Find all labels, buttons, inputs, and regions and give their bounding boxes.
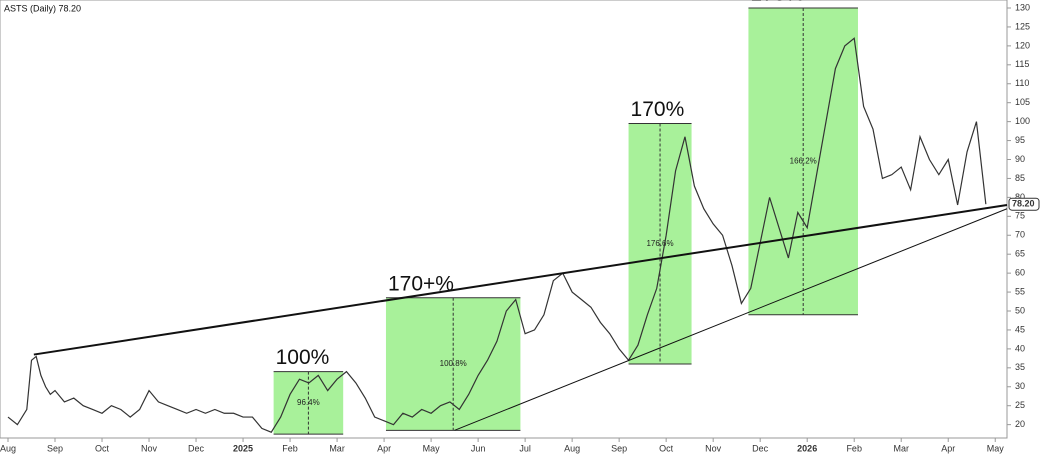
- y-tick-label: 95: [1015, 135, 1025, 145]
- x-tick-label: Aug: [564, 443, 580, 453]
- y-tick-label: 50: [1015, 305, 1025, 315]
- y-tick-label: 70: [1015, 230, 1025, 240]
- x-tick-label: May: [987, 443, 1005, 453]
- box-inner: 100.8%: [440, 359, 467, 368]
- y-tick-label: 65: [1015, 249, 1025, 259]
- y-tick-label: 80: [1015, 192, 1025, 202]
- x-tick-label: Feb: [282, 443, 298, 453]
- x-tick-label: Dec: [188, 443, 205, 453]
- y-tick-label: 55: [1015, 286, 1025, 296]
- trendline: [454, 208, 1008, 431]
- x-tick-label: Nov: [141, 443, 158, 453]
- x-tick-label: Jun: [471, 443, 486, 453]
- x-tick-label: Apr: [377, 443, 391, 453]
- x-tick-label: May: [423, 443, 441, 453]
- box-inner: 166.2%: [790, 157, 817, 166]
- y-tick-label: 105: [1015, 97, 1030, 107]
- x-tick-label: Mar: [329, 443, 345, 453]
- last-price-box: [1008, 197, 1040, 211]
- y-tick-label: 115: [1015, 59, 1029, 69]
- y-tick-label: 85: [1015, 173, 1025, 183]
- x-tick-label: 2026: [797, 443, 817, 453]
- y-tick-label: 30: [1015, 381, 1025, 391]
- y-tick-label: 60: [1015, 268, 1025, 278]
- x-tick-label: Feb: [846, 443, 862, 453]
- box-label: 170%: [750, 0, 804, 6]
- chart-title: ASTS (Daily) 78.20: [4, 3, 81, 13]
- box-label: 100%: [276, 346, 330, 369]
- y-tick-label: 110: [1015, 78, 1029, 88]
- y-tick-label: 90: [1015, 154, 1025, 164]
- last-price-label: 78.20: [1012, 199, 1035, 209]
- x-tick-label: Aug: [0, 443, 16, 453]
- box-label: 170+%: [388, 272, 454, 295]
- y-tick-label: 75: [1015, 211, 1025, 221]
- y-tick-label: 120: [1015, 40, 1030, 50]
- y-tick-label: 125: [1015, 21, 1030, 31]
- x-tick-label: Sep: [47, 443, 63, 453]
- x-tick-label: Oct: [95, 443, 110, 453]
- y-tick-label: 40: [1015, 343, 1025, 353]
- price-line: [7, 37, 987, 433]
- x-tick-label: Oct: [659, 443, 674, 453]
- x-tick-label: Apr: [941, 443, 955, 453]
- trendline: [33, 203, 1008, 356]
- box-label: 170%: [631, 98, 685, 121]
- y-tick-label: 20: [1015, 419, 1025, 429]
- x-tick-label: 2025: [233, 443, 253, 453]
- x-tick-label: Nov: [705, 443, 722, 453]
- x-tick-label: Dec: [752, 443, 769, 453]
- y-tick-label: 100: [1015, 116, 1030, 126]
- box-inner: 96.4%: [297, 398, 320, 407]
- box-inner: 176.6%: [646, 239, 673, 248]
- x-tick-label: Sep: [611, 443, 627, 453]
- y-tick-label: 25: [1015, 400, 1025, 410]
- y-tick-label: 45: [1015, 324, 1025, 334]
- y-tick-label: 35: [1015, 362, 1025, 372]
- x-tick-label: Mar: [893, 443, 909, 453]
- x-tick-label: Jul: [519, 443, 531, 453]
- y-tick-label: 130: [1015, 2, 1030, 12]
